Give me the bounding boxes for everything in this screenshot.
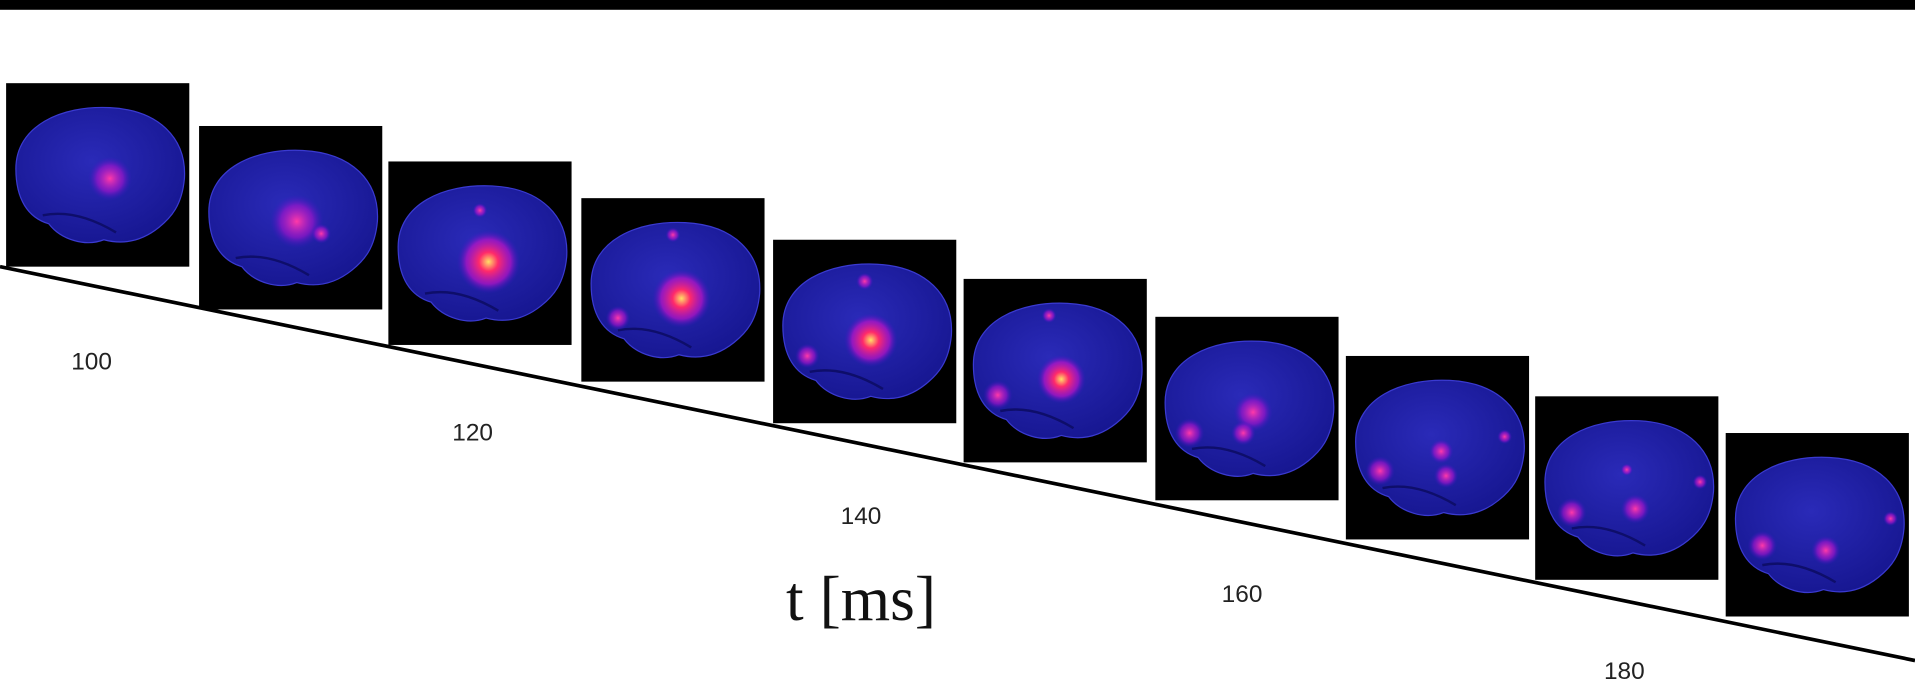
activation <box>472 203 488 218</box>
panels <box>6 83 1909 617</box>
activation <box>1883 511 1898 526</box>
activation <box>605 305 631 331</box>
brain-fold <box>1191 446 1266 468</box>
activation <box>652 269 711 328</box>
activation <box>1692 474 1708 490</box>
time-label: 140 <box>841 503 882 530</box>
time-label: 120 <box>452 420 493 447</box>
brain-panel <box>581 198 765 382</box>
brain-panel <box>963 278 1147 463</box>
brain-panel <box>199 125 383 310</box>
top-bar <box>0 0 1915 10</box>
activation <box>1620 494 1650 524</box>
time-label: 160 <box>1222 581 1263 608</box>
activation <box>1811 535 1841 566</box>
brain-panel <box>773 239 957 424</box>
activation <box>1557 497 1587 528</box>
activation <box>1497 429 1512 445</box>
activation <box>1433 463 1459 489</box>
activation <box>87 156 132 201</box>
brain-panel <box>1345 355 1530 540</box>
activation <box>1041 308 1057 323</box>
brain-fold <box>1000 408 1075 430</box>
activation <box>856 272 874 290</box>
brain <box>1734 456 1905 593</box>
activation <box>456 229 521 294</box>
activation <box>1365 456 1395 486</box>
brain-fold <box>424 290 499 312</box>
activation <box>795 343 820 369</box>
brain-fold <box>617 327 692 349</box>
brain-panel <box>1155 316 1339 501</box>
activation <box>1231 420 1256 446</box>
time-label: 100 <box>71 349 112 376</box>
brain-fold <box>1382 485 1457 507</box>
activation <box>1174 418 1205 448</box>
brain-fold <box>1762 562 1837 584</box>
time-axis <box>0 264 1915 663</box>
brain-panel <box>1535 396 1719 580</box>
activation <box>843 313 898 367</box>
brain-fold <box>809 369 884 391</box>
activation <box>1428 439 1454 464</box>
activation <box>269 194 324 249</box>
activation <box>1620 463 1633 476</box>
brain-fold <box>42 212 117 234</box>
brain-fold <box>1571 525 1646 547</box>
brain-panel <box>1725 433 1909 617</box>
brain-panel <box>6 83 190 267</box>
brain-panel <box>388 161 572 345</box>
activation <box>983 380 1013 410</box>
activation <box>665 227 681 243</box>
brain <box>1544 420 1715 557</box>
time-label: 180 <box>1604 658 1645 685</box>
activation <box>1747 530 1777 561</box>
brain-fold <box>235 255 310 277</box>
activation <box>311 223 331 244</box>
axis-label: t [ms] <box>786 563 936 634</box>
activation <box>1036 354 1086 404</box>
